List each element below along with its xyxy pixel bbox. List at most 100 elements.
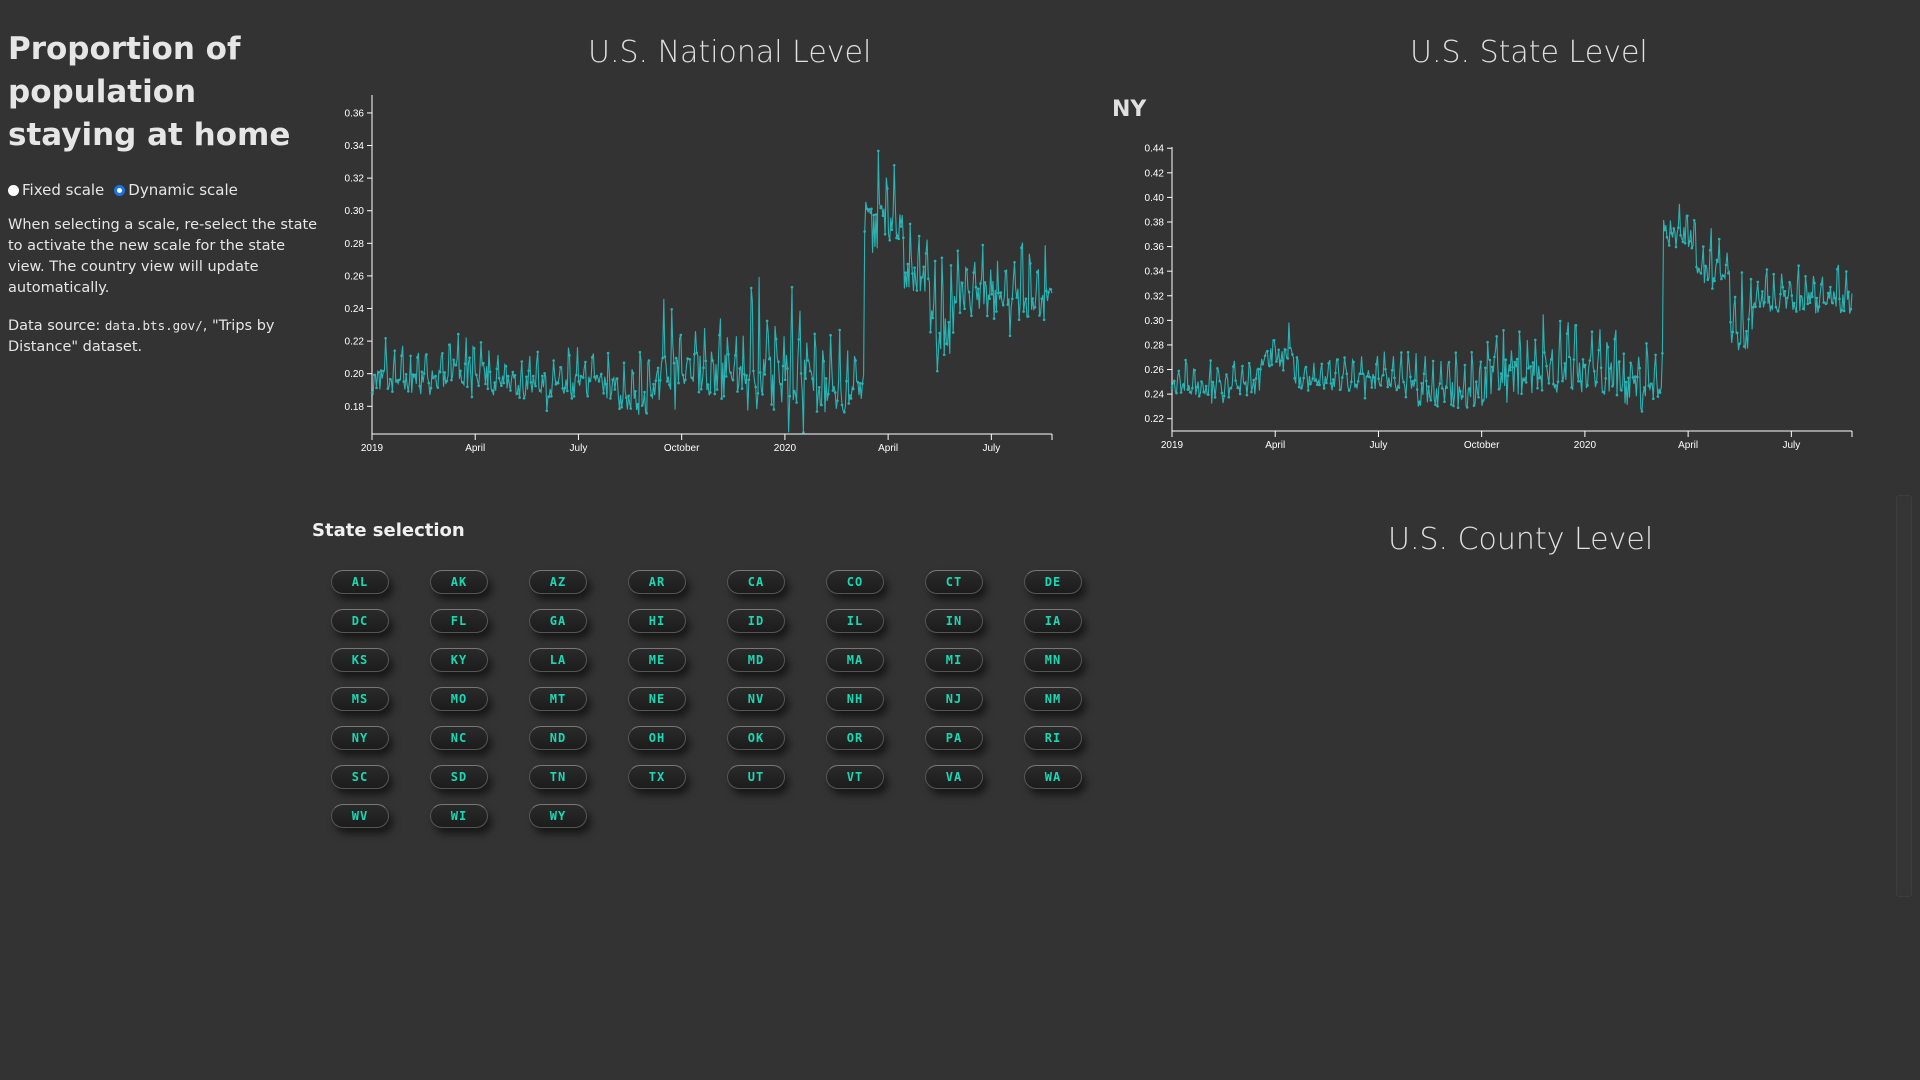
state-button-ms[interactable]: MS xyxy=(331,687,389,711)
state-button-mn[interactable]: MN xyxy=(1024,648,1082,672)
state-button-in[interactable]: IN xyxy=(925,609,983,633)
data-point xyxy=(806,359,810,362)
data-point xyxy=(761,393,764,396)
state-button-de[interactable]: DE xyxy=(1024,570,1082,594)
state-button-ga[interactable]: GA xyxy=(529,609,587,633)
state-button-ca[interactable]: CA xyxy=(727,570,785,594)
state-button-nj[interactable]: NJ xyxy=(925,687,983,711)
state-button-ny[interactable]: NY xyxy=(331,726,389,750)
data-point xyxy=(752,369,755,373)
state-button-vt[interactable]: VT xyxy=(826,765,884,789)
data-point xyxy=(838,328,841,332)
state-button-md[interactable]: MD xyxy=(727,648,785,672)
data-point xyxy=(529,381,533,384)
y-tick-label: 0.20 xyxy=(345,369,365,380)
fixed-scale-option[interactable]: Fixed scale xyxy=(8,181,104,199)
scrollbar[interactable] xyxy=(1896,495,1912,897)
state-button-fl[interactable]: FL xyxy=(430,609,488,633)
state-button-al[interactable]: AL xyxy=(331,570,389,594)
state-button-ks[interactable]: KS xyxy=(331,648,389,672)
state-button-nc[interactable]: NC xyxy=(430,726,488,750)
data-point xyxy=(1202,390,1206,394)
data-point xyxy=(1672,227,1676,230)
data-point xyxy=(956,249,960,253)
data-point xyxy=(1502,329,1505,332)
state-button-tn[interactable]: TN xyxy=(529,765,587,789)
data-point xyxy=(1790,294,1794,297)
data-point xyxy=(858,382,862,385)
data-point xyxy=(874,213,878,216)
state-button-mt[interactable]: MT xyxy=(529,687,587,711)
state-button-nv[interactable]: NV xyxy=(727,687,785,711)
state-button-sd[interactable]: SD xyxy=(430,765,488,789)
state-button-ne[interactable]: NE xyxy=(628,687,686,711)
data-point xyxy=(1241,364,1244,368)
state-button-ak[interactable]: AK xyxy=(430,570,488,594)
state-button-ia[interactable]: IA xyxy=(1024,609,1082,633)
state-button-id[interactable]: ID xyxy=(727,609,785,633)
state-button-nh[interactable]: NH xyxy=(826,687,884,711)
state-button-ut[interactable]: UT xyxy=(727,765,785,789)
data-point xyxy=(597,380,601,383)
state-button-mo[interactable]: MO xyxy=(430,687,488,711)
data-point xyxy=(1272,339,1276,342)
data-point xyxy=(1173,379,1176,383)
state-button-ct[interactable]: CT xyxy=(925,570,983,594)
dynamic-scale-radio[interactable] xyxy=(114,184,126,196)
state-button-hi[interactable]: HI xyxy=(628,609,686,633)
data-point xyxy=(486,387,490,391)
state-button-ky[interactable]: KY xyxy=(430,648,488,672)
data-point xyxy=(797,338,801,341)
state-button-la[interactable]: LA xyxy=(529,648,587,672)
data-point xyxy=(1345,372,1349,375)
data-point xyxy=(974,285,978,289)
x-tick-label: April xyxy=(1265,440,1285,451)
data-point xyxy=(1179,391,1183,394)
state-button-wi[interactable]: WI xyxy=(430,804,488,828)
data-point xyxy=(1484,366,1487,370)
data-point xyxy=(965,268,969,271)
x-tick-label: 2020 xyxy=(1574,440,1597,451)
data-point xyxy=(1461,395,1464,398)
data-point xyxy=(917,234,921,238)
data-point xyxy=(1284,348,1287,351)
state-button-wy[interactable]: WY xyxy=(529,804,587,828)
state-button-co[interactable]: CO xyxy=(826,570,884,594)
data-point xyxy=(915,289,919,292)
data-point xyxy=(1711,287,1714,290)
state-button-pa[interactable]: PA xyxy=(925,726,983,750)
state-button-ma[interactable]: MA xyxy=(826,648,884,672)
state-button-nd[interactable]: ND xyxy=(529,726,587,750)
state-button-sc[interactable]: SC xyxy=(331,765,389,789)
state-button-oh[interactable]: OH xyxy=(628,726,686,750)
fixed-scale-radio[interactable] xyxy=(8,184,19,196)
state-button-or[interactable]: OR xyxy=(826,726,884,750)
data-point xyxy=(377,371,381,374)
state-button-me[interactable]: ME xyxy=(628,648,686,672)
data-point xyxy=(929,330,932,334)
state-button-tx[interactable]: TX xyxy=(628,765,686,789)
state-button-ar[interactable]: AR xyxy=(628,570,686,594)
state-button-va[interactable]: VA xyxy=(925,765,983,789)
data-point xyxy=(831,389,835,392)
data-point xyxy=(870,207,873,211)
state-button-nm[interactable]: NM xyxy=(1024,687,1082,711)
data-point xyxy=(652,382,655,386)
state-button-dc[interactable]: DC xyxy=(331,609,389,633)
data-point xyxy=(495,367,499,371)
state-button-il[interactable]: IL xyxy=(826,609,884,633)
data-point xyxy=(457,332,460,336)
state-button-wa[interactable]: WA xyxy=(1024,765,1082,789)
state-button-ri[interactable]: RI xyxy=(1024,726,1082,750)
national-chart: 0.18 0.20 0.22 0.24 0.26 0.28 0.30 0.32 0.34 0.36… xyxy=(345,95,1053,454)
state-button-mi[interactable]: MI xyxy=(925,648,983,672)
data-point xyxy=(1481,399,1485,402)
state-button-wv[interactable]: WV xyxy=(331,804,389,828)
data-point xyxy=(670,308,673,311)
data-point xyxy=(1341,376,1344,379)
data-point xyxy=(656,366,660,370)
state-button-ok[interactable]: OK xyxy=(727,726,785,750)
state-button-az[interactable]: AZ xyxy=(529,570,587,594)
dynamic-scale-option[interactable]: Dynamic scale xyxy=(114,181,238,199)
data-point xyxy=(1270,363,1274,366)
